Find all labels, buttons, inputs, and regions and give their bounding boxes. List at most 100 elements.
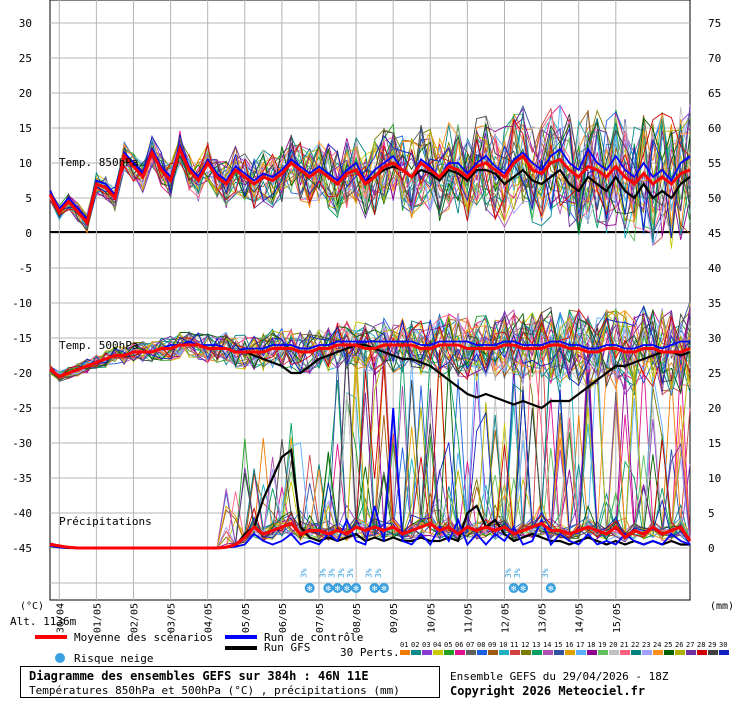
pert-swatch bbox=[631, 650, 641, 655]
y-tick-left: 15 bbox=[19, 122, 32, 135]
pert-swatch bbox=[499, 650, 509, 655]
x-tick-label: 12/05 bbox=[500, 603, 511, 633]
y-tick-right: 60 bbox=[708, 122, 721, 135]
snowflake-glyph: ✻ bbox=[353, 584, 359, 594]
altitude-label: Alt. 1136m bbox=[10, 615, 77, 628]
pert-id: 28 bbox=[697, 641, 705, 649]
chart-title: Diagramme des ensembles GEFS sur 384h : … bbox=[29, 669, 369, 683]
pert-id: 04 bbox=[433, 641, 441, 649]
pert-swatch bbox=[411, 650, 421, 655]
run-label: Ensemble GEFS du 29/04/2026 - 18Z bbox=[450, 670, 669, 683]
y-tick-right: 5 bbox=[708, 507, 715, 520]
pert-id: 13 bbox=[532, 641, 540, 649]
pert-swatch bbox=[532, 650, 542, 655]
snow-risk-label: 3% bbox=[513, 568, 522, 578]
pert-swatch bbox=[686, 650, 696, 655]
pert-id: 12 bbox=[521, 641, 529, 649]
x-tick-label: 09/05 bbox=[389, 603, 400, 633]
pert-swatch bbox=[510, 650, 520, 655]
snowflake-glyph: ✻ bbox=[335, 584, 341, 594]
pert-id: 17 bbox=[576, 641, 584, 649]
snowflake-icon bbox=[304, 583, 315, 593]
pert-swatch bbox=[444, 650, 454, 655]
snow-risk-label: 3% bbox=[374, 568, 383, 578]
pert-id: 22 bbox=[631, 641, 639, 649]
y-tick-right: 30 bbox=[708, 332, 721, 345]
mean-precip-line bbox=[49, 521, 692, 550]
pert-swatch bbox=[543, 650, 553, 655]
pert-id: 27 bbox=[686, 641, 694, 649]
snowflake-icon bbox=[332, 583, 343, 593]
snowflake-glyph: ✻ bbox=[511, 584, 517, 594]
pert-id: 23 bbox=[642, 641, 650, 649]
y-tick-right: 35 bbox=[708, 297, 721, 310]
pert-id: 29 bbox=[708, 641, 716, 649]
y-tick-left: -10 bbox=[12, 297, 32, 310]
pert-swatch bbox=[422, 650, 432, 655]
snowflake-icon bbox=[378, 583, 389, 593]
pert-swatch bbox=[488, 650, 498, 655]
y-tick-right: 40 bbox=[708, 262, 721, 275]
pert-id: 06 bbox=[455, 641, 463, 649]
y-tick-left: 10 bbox=[19, 157, 32, 170]
pert-swatch bbox=[521, 650, 531, 655]
legend-control-label: Run de contrôle bbox=[264, 631, 363, 644]
pert-id: 15 bbox=[554, 641, 562, 649]
y-tick-left: -30 bbox=[12, 437, 32, 450]
pert-swatch bbox=[576, 650, 586, 655]
y-tick-left: -5 bbox=[19, 262, 32, 275]
y-tick-right: 50 bbox=[708, 192, 721, 205]
pert-id: 14 bbox=[543, 641, 551, 649]
snowflake-glyph: ✻ bbox=[307, 584, 313, 594]
y-tick-right: 55 bbox=[708, 157, 721, 170]
pert-id: 10 bbox=[499, 641, 507, 649]
pert-id: 18 bbox=[587, 641, 595, 649]
member-t850-line bbox=[49, 127, 691, 238]
pert-id: 07 bbox=[466, 641, 474, 649]
member-t850-line bbox=[49, 113, 691, 232]
snow-risk-label: 3% bbox=[337, 568, 346, 578]
pert-id: 11 bbox=[510, 641, 518, 649]
member-t500-line bbox=[49, 308, 691, 394]
x-tick-label: 07/05 bbox=[315, 603, 326, 633]
x-tick-label: 14/05 bbox=[575, 603, 586, 633]
pert-swatch bbox=[642, 650, 652, 655]
grid bbox=[49, 0, 691, 601]
x-tick-label: 08/05 bbox=[352, 603, 363, 633]
x-tick-label: 04/05 bbox=[204, 603, 215, 633]
y-tick-right: 65 bbox=[708, 87, 721, 100]
snowflake-icon bbox=[369, 583, 380, 593]
panel-label-t850: Temp. 850hPa bbox=[59, 156, 138, 169]
pert-id: 20 bbox=[609, 641, 617, 649]
snow-risk-label: 3% bbox=[318, 568, 327, 578]
y-tick-left: 5 bbox=[25, 192, 32, 205]
legend-snow-label: Risque neige bbox=[74, 652, 153, 665]
y-tick-right: 70 bbox=[708, 52, 721, 65]
snowflake-icon bbox=[323, 583, 334, 593]
y-tick-right: 0 bbox=[708, 542, 715, 555]
legend-perts-label: 30 Perts. bbox=[340, 646, 400, 659]
x-tick-label: 05/05 bbox=[241, 603, 252, 633]
pert-swatch bbox=[433, 650, 443, 655]
pert-swatch bbox=[466, 650, 476, 655]
pert-id: 05 bbox=[444, 641, 452, 649]
x-tick-label: 30/04 bbox=[55, 603, 66, 633]
plot-frame bbox=[49, 0, 691, 601]
y-tick-left: 30 bbox=[19, 17, 32, 30]
snow-risk-label: 3% bbox=[328, 568, 337, 578]
pert-swatch bbox=[719, 650, 729, 655]
snowflake-glyph: ✻ bbox=[372, 584, 378, 594]
pert-swatch bbox=[598, 650, 608, 655]
copyright-label: Copyright 2026 Meteociel.fr bbox=[450, 684, 645, 698]
pert-swatch bbox=[675, 650, 685, 655]
y-tick-right: 10 bbox=[708, 472, 721, 485]
pert-id: 01 bbox=[400, 641, 408, 649]
pert-swatch bbox=[554, 650, 564, 655]
legend-mean-label: Moyenne des scénarios bbox=[74, 631, 213, 644]
x-tick-label: 01/05 bbox=[92, 603, 103, 633]
mean-t500-line bbox=[49, 343, 691, 379]
y-tick-left: -40 bbox=[12, 507, 32, 520]
pert-id: 30 bbox=[719, 641, 727, 649]
control-t850-line bbox=[49, 142, 691, 221]
legend: Moyenne des scénarios Run de contrôleRun … bbox=[35, 631, 729, 665]
